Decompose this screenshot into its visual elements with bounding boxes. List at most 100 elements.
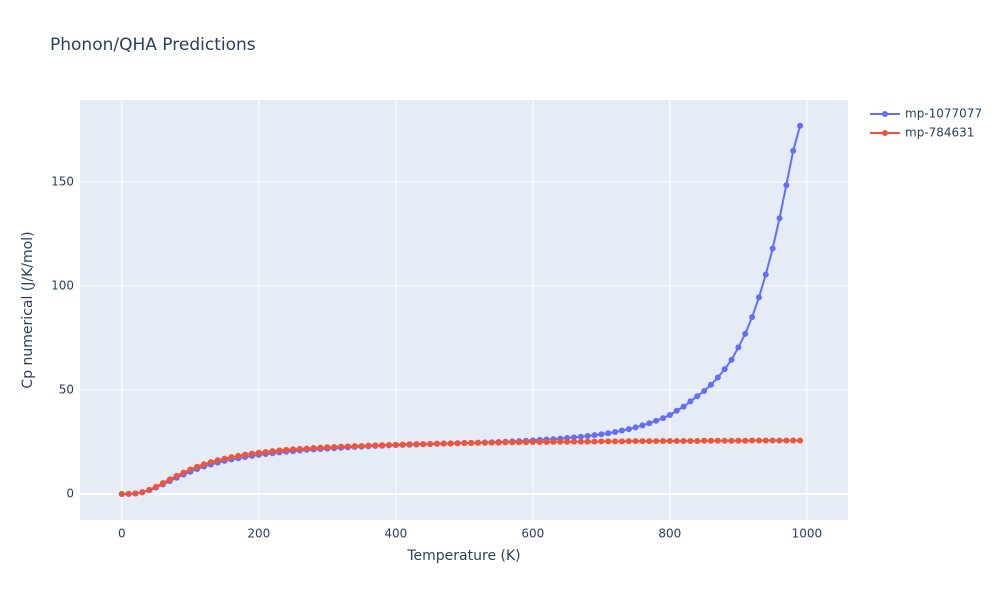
data-point [728,437,735,444]
data-point [557,438,564,445]
data-point [536,438,543,445]
data-point [776,437,783,444]
x-tick-label: 200 [247,527,270,541]
data-point [762,271,769,278]
data-point [475,439,482,446]
data-point [235,452,242,459]
data-point [269,448,276,455]
data-point [454,440,461,447]
data-point [392,441,399,448]
data-point [427,440,434,447]
data-point [344,443,351,450]
data-point [673,437,680,444]
x-axis-title: Temperature (K) [406,548,520,564]
y-tick-label: 100 [51,278,74,292]
data-point [180,469,187,476]
data-point [201,461,208,468]
data-point [639,438,646,445]
data-point [618,438,625,445]
data-point [372,442,379,449]
legend-item: mp-1077077 [870,107,982,121]
data-point [276,447,283,454]
data-point [564,438,571,445]
data-point [303,445,310,452]
data-point [529,438,536,445]
data-point [687,398,694,405]
data-point [612,438,619,445]
data-point [749,314,756,321]
data-point [228,454,235,461]
data-point [523,439,530,446]
data-point [728,356,735,363]
data-point [187,466,194,473]
data-point [701,437,708,444]
data-point [317,444,324,451]
data-point [646,420,653,427]
data-point [324,444,331,451]
data-point [509,439,516,446]
data-point [769,437,776,444]
data-point [173,472,180,479]
data-point [632,438,639,445]
data-point [358,442,365,449]
data-point [707,437,714,444]
data-point [406,441,413,448]
data-point [646,438,653,445]
data-point [248,450,255,457]
data-point [714,374,721,381]
data-point [214,457,221,464]
data-point [694,437,701,444]
data-point [296,445,303,452]
legend-label: mp-1077077 [905,107,982,121]
data-point [749,437,756,444]
legend-marker [882,111,888,117]
x-tick-label: 0 [118,527,126,541]
data-point [242,451,249,458]
data-point [639,422,646,429]
data-point [660,415,667,422]
data-point [605,430,612,437]
data-point [255,449,262,456]
data-point [125,490,132,497]
data-point [338,443,345,450]
data-point [194,463,201,470]
data-point [653,438,660,445]
data-point [146,486,153,493]
data-point [502,439,509,446]
data-point [680,403,687,410]
data-point [714,437,721,444]
data-point [447,440,454,447]
data-point [701,388,708,395]
y-axis-title: Cp numerical (J/K/mol) [20,231,36,388]
x-tick-label: 600 [521,527,544,541]
data-point [591,432,598,439]
data-point [570,434,577,441]
data-point [365,442,372,449]
data-point [625,426,632,433]
x-tick-label: 400 [384,527,407,541]
data-point [516,439,523,446]
data-point [481,439,488,446]
data-point [598,431,605,438]
data-point [625,438,632,445]
y-tick-label: 150 [51,174,74,188]
data-point [283,446,290,453]
data-point [577,438,584,445]
data-point [687,437,694,444]
data-point [612,429,619,436]
data-point [577,433,584,440]
data-point [570,438,577,445]
data-point [632,424,639,431]
data-point [290,446,297,453]
data-point [433,440,440,447]
data-point [735,344,742,351]
data-point [379,442,386,449]
data-point [673,407,680,414]
x-tick-label: 1000 [792,527,823,541]
data-point [166,476,173,483]
data-point [666,411,673,418]
data-point [769,245,776,252]
data-point [440,440,447,447]
data-point [385,441,392,448]
data-point [735,437,742,444]
